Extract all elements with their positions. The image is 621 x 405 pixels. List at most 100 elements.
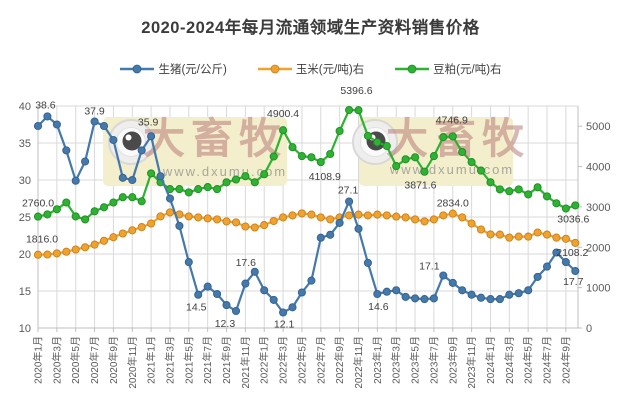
corn-point: [476, 225, 486, 234]
corn-point: [326, 215, 335, 224]
soymeal-point: [533, 183, 542, 192]
pig-point: [71, 176, 80, 185]
soymeal-point: [71, 212, 80, 221]
pig-point: [335, 218, 344, 227]
chart-legend: 生猪(元/公斤) 玉米(元/吨)右 豆粕(元/吨)右: [0, 61, 621, 77]
soymeal-point: [401, 155, 410, 164]
x-axis-tick-label: 2022年3月: [277, 336, 290, 384]
soymeal-point: [241, 172, 250, 181]
soymeal-point: [288, 143, 297, 152]
soymeal-point: [62, 198, 71, 207]
data-label: 17.7: [563, 276, 584, 288]
pig-point: [297, 288, 306, 297]
legend-label-soymeal: 豆粕(元/吨)右: [433, 64, 502, 76]
pig-point: [165, 194, 175, 203]
corn-point: [429, 215, 438, 224]
data-label: 3871.6: [404, 180, 436, 192]
left-axis-tick-label: 40: [19, 101, 31, 113]
right-axis-tick-label: 0: [586, 323, 592, 335]
corn-point: [533, 228, 542, 237]
corn-point: [194, 213, 203, 222]
pig-point: [194, 290, 203, 299]
pig-point: [345, 197, 354, 206]
pig-point: [542, 262, 552, 271]
right-axis-tick-label: 2000: [586, 242, 610, 254]
pig-point: [552, 248, 561, 257]
pig-point: [514, 289, 523, 298]
pig-point: [250, 267, 259, 276]
soymeal-point: [52, 205, 61, 214]
x-axis-tick-label: 2020年5月: [69, 336, 82, 384]
corn-point: [109, 233, 118, 242]
pig-point: [99, 121, 109, 131]
soymeal-point: [269, 152, 278, 161]
data-label: 14.5: [186, 302, 207, 314]
soymeal-point: [411, 153, 420, 162]
corn-point: [33, 250, 43, 259]
corn-point: [486, 230, 495, 239]
corn-point: [43, 250, 52, 259]
soymeal-point: [439, 133, 448, 142]
corn-line: [37, 211, 576, 256]
data-label: 17.6: [236, 257, 257, 269]
soymeal-point: [542, 192, 552, 201]
soymeal-point: [43, 210, 52, 219]
corn-point: [354, 210, 363, 219]
corn-point: [81, 243, 90, 252]
soymeal-point: [505, 187, 514, 196]
data-label: 2834.0: [437, 198, 469, 210]
right-axis-tick-label: 3000: [586, 202, 610, 214]
pig-point: [137, 146, 146, 155]
left-axis-tick-label: 35: [19, 138, 31, 150]
pig-point: [213, 289, 222, 299]
pig-point: [288, 303, 297, 312]
x-axis-tick-label: 2024年9月: [559, 336, 572, 384]
right-axis-tick-label: 4000: [586, 162, 610, 174]
soymeal-point: [382, 141, 391, 151]
soymeal-point: [354, 106, 363, 115]
corn-point: [307, 210, 316, 219]
soymeal-point: [297, 152, 306, 161]
pig-point: [231, 306, 241, 316]
x-axis-tick-label: 2021年5月: [182, 336, 195, 384]
pig-point: [175, 221, 184, 230]
corn-point: [184, 212, 193, 221]
x-axis-tick-label: 2021年3月: [163, 336, 176, 384]
soymeal-point: [175, 185, 184, 194]
soymeal-point: [137, 197, 146, 206]
x-axis-tick-label: 2023年5月: [409, 336, 422, 384]
pig-point: [62, 146, 71, 155]
soymeal-point: [109, 198, 118, 207]
x-axis-tick-label: 2022年7月: [314, 336, 327, 384]
right-axis-tick-label: 5000: [586, 121, 610, 133]
corn-point: [203, 214, 212, 223]
soymeal-point: [260, 170, 269, 179]
corn-point: [90, 240, 99, 249]
corn-point: [458, 213, 467, 222]
pig-point: [52, 120, 61, 129]
pig-point: [147, 132, 156, 141]
legend-item-corn: 玉米(元/吨)右: [257, 61, 364, 77]
pig-point: [81, 157, 90, 166]
pig-point: [90, 117, 99, 126]
pig-point: [222, 301, 231, 310]
corn-point: [514, 232, 523, 241]
data-label: 1816.0: [26, 234, 58, 246]
x-axis-tick-label: 2024年7月: [541, 336, 554, 384]
pig-point: [467, 290, 476, 299]
soymeal-point: [222, 178, 231, 187]
x-axis-tick-label: 2022年5月: [295, 336, 308, 384]
corn-point: [260, 221, 269, 230]
data-label: 12.3: [215, 318, 236, 330]
pig-point: [118, 173, 127, 182]
soymeal-point: [128, 193, 137, 202]
pig-point: [128, 175, 137, 185]
corn-point: [345, 211, 354, 220]
pig-point: [373, 289, 382, 299]
x-axis-tick-label: 2024年3月: [503, 336, 516, 384]
pig-point: [109, 135, 118, 145]
soymeal-point: [213, 185, 222, 194]
pig-point: [33, 121, 43, 131]
soymeal-point: [90, 207, 99, 216]
data-label: 4900.4: [267, 108, 299, 120]
